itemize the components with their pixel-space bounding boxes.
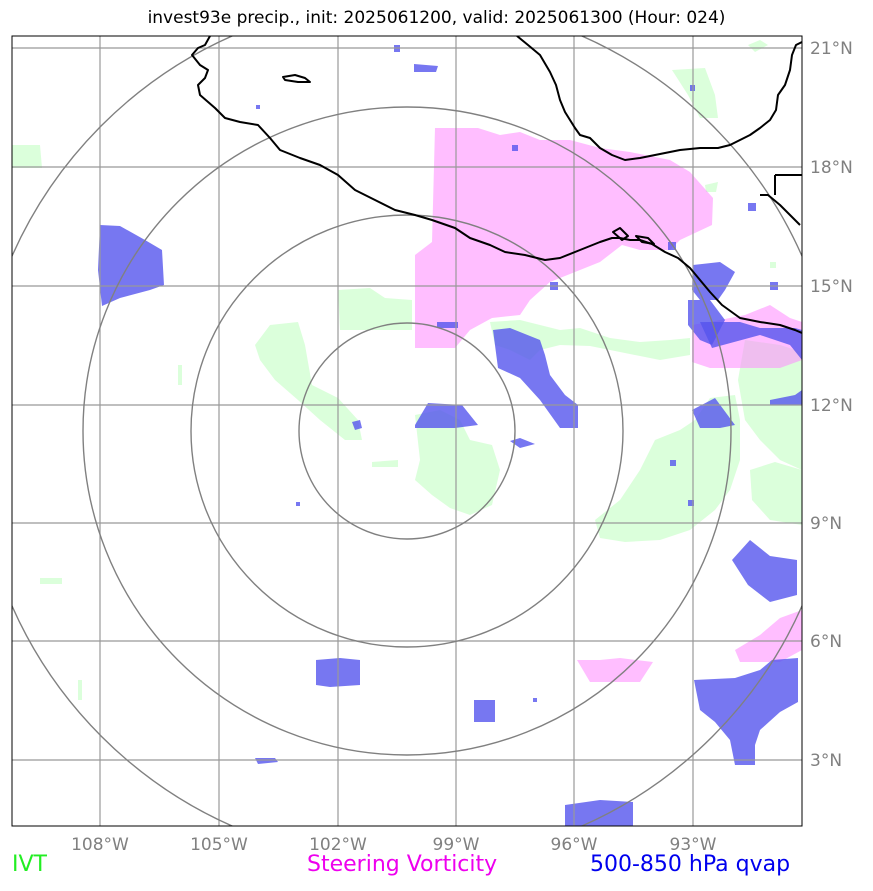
coastline <box>191 36 802 334</box>
lat-label: 3°N <box>810 751 842 771</box>
lat-label: 21°N <box>810 39 853 59</box>
lon-tick-labels: 108°W 105°W 102°W 99°W 96°W 93°W <box>71 835 717 855</box>
map-frame <box>11 35 803 827</box>
lon-label: 93°W <box>670 835 717 855</box>
lat-tick-labels: 21°N 18°N 15°N 12°N 9°N 6°N 3°N <box>810 39 853 771</box>
range-rings <box>12 36 802 826</box>
map-title: invest93e precip., init: 2025061200, val… <box>147 8 726 28</box>
lon-label: 108°W <box>71 835 129 855</box>
lat-label: 9°N <box>810 514 842 534</box>
lon-label: 96°W <box>551 835 598 855</box>
legend-qvap: 500-850 hPa qvap <box>590 852 791 877</box>
lat-label: 6°N <box>810 632 842 652</box>
legend-ivt: IVT <box>12 852 47 877</box>
lat-label: 18°N <box>810 158 853 178</box>
lon-label: 105°W <box>190 835 248 855</box>
lon-label: 102°W <box>309 835 367 855</box>
graticule <box>12 36 802 826</box>
lat-label: 15°N <box>810 277 853 297</box>
legend-vorticity: Steering Vorticity <box>307 852 498 877</box>
lat-label: 12°N <box>810 396 853 416</box>
lon-label: 99°W <box>433 835 480 855</box>
ivt-field <box>12 40 802 700</box>
